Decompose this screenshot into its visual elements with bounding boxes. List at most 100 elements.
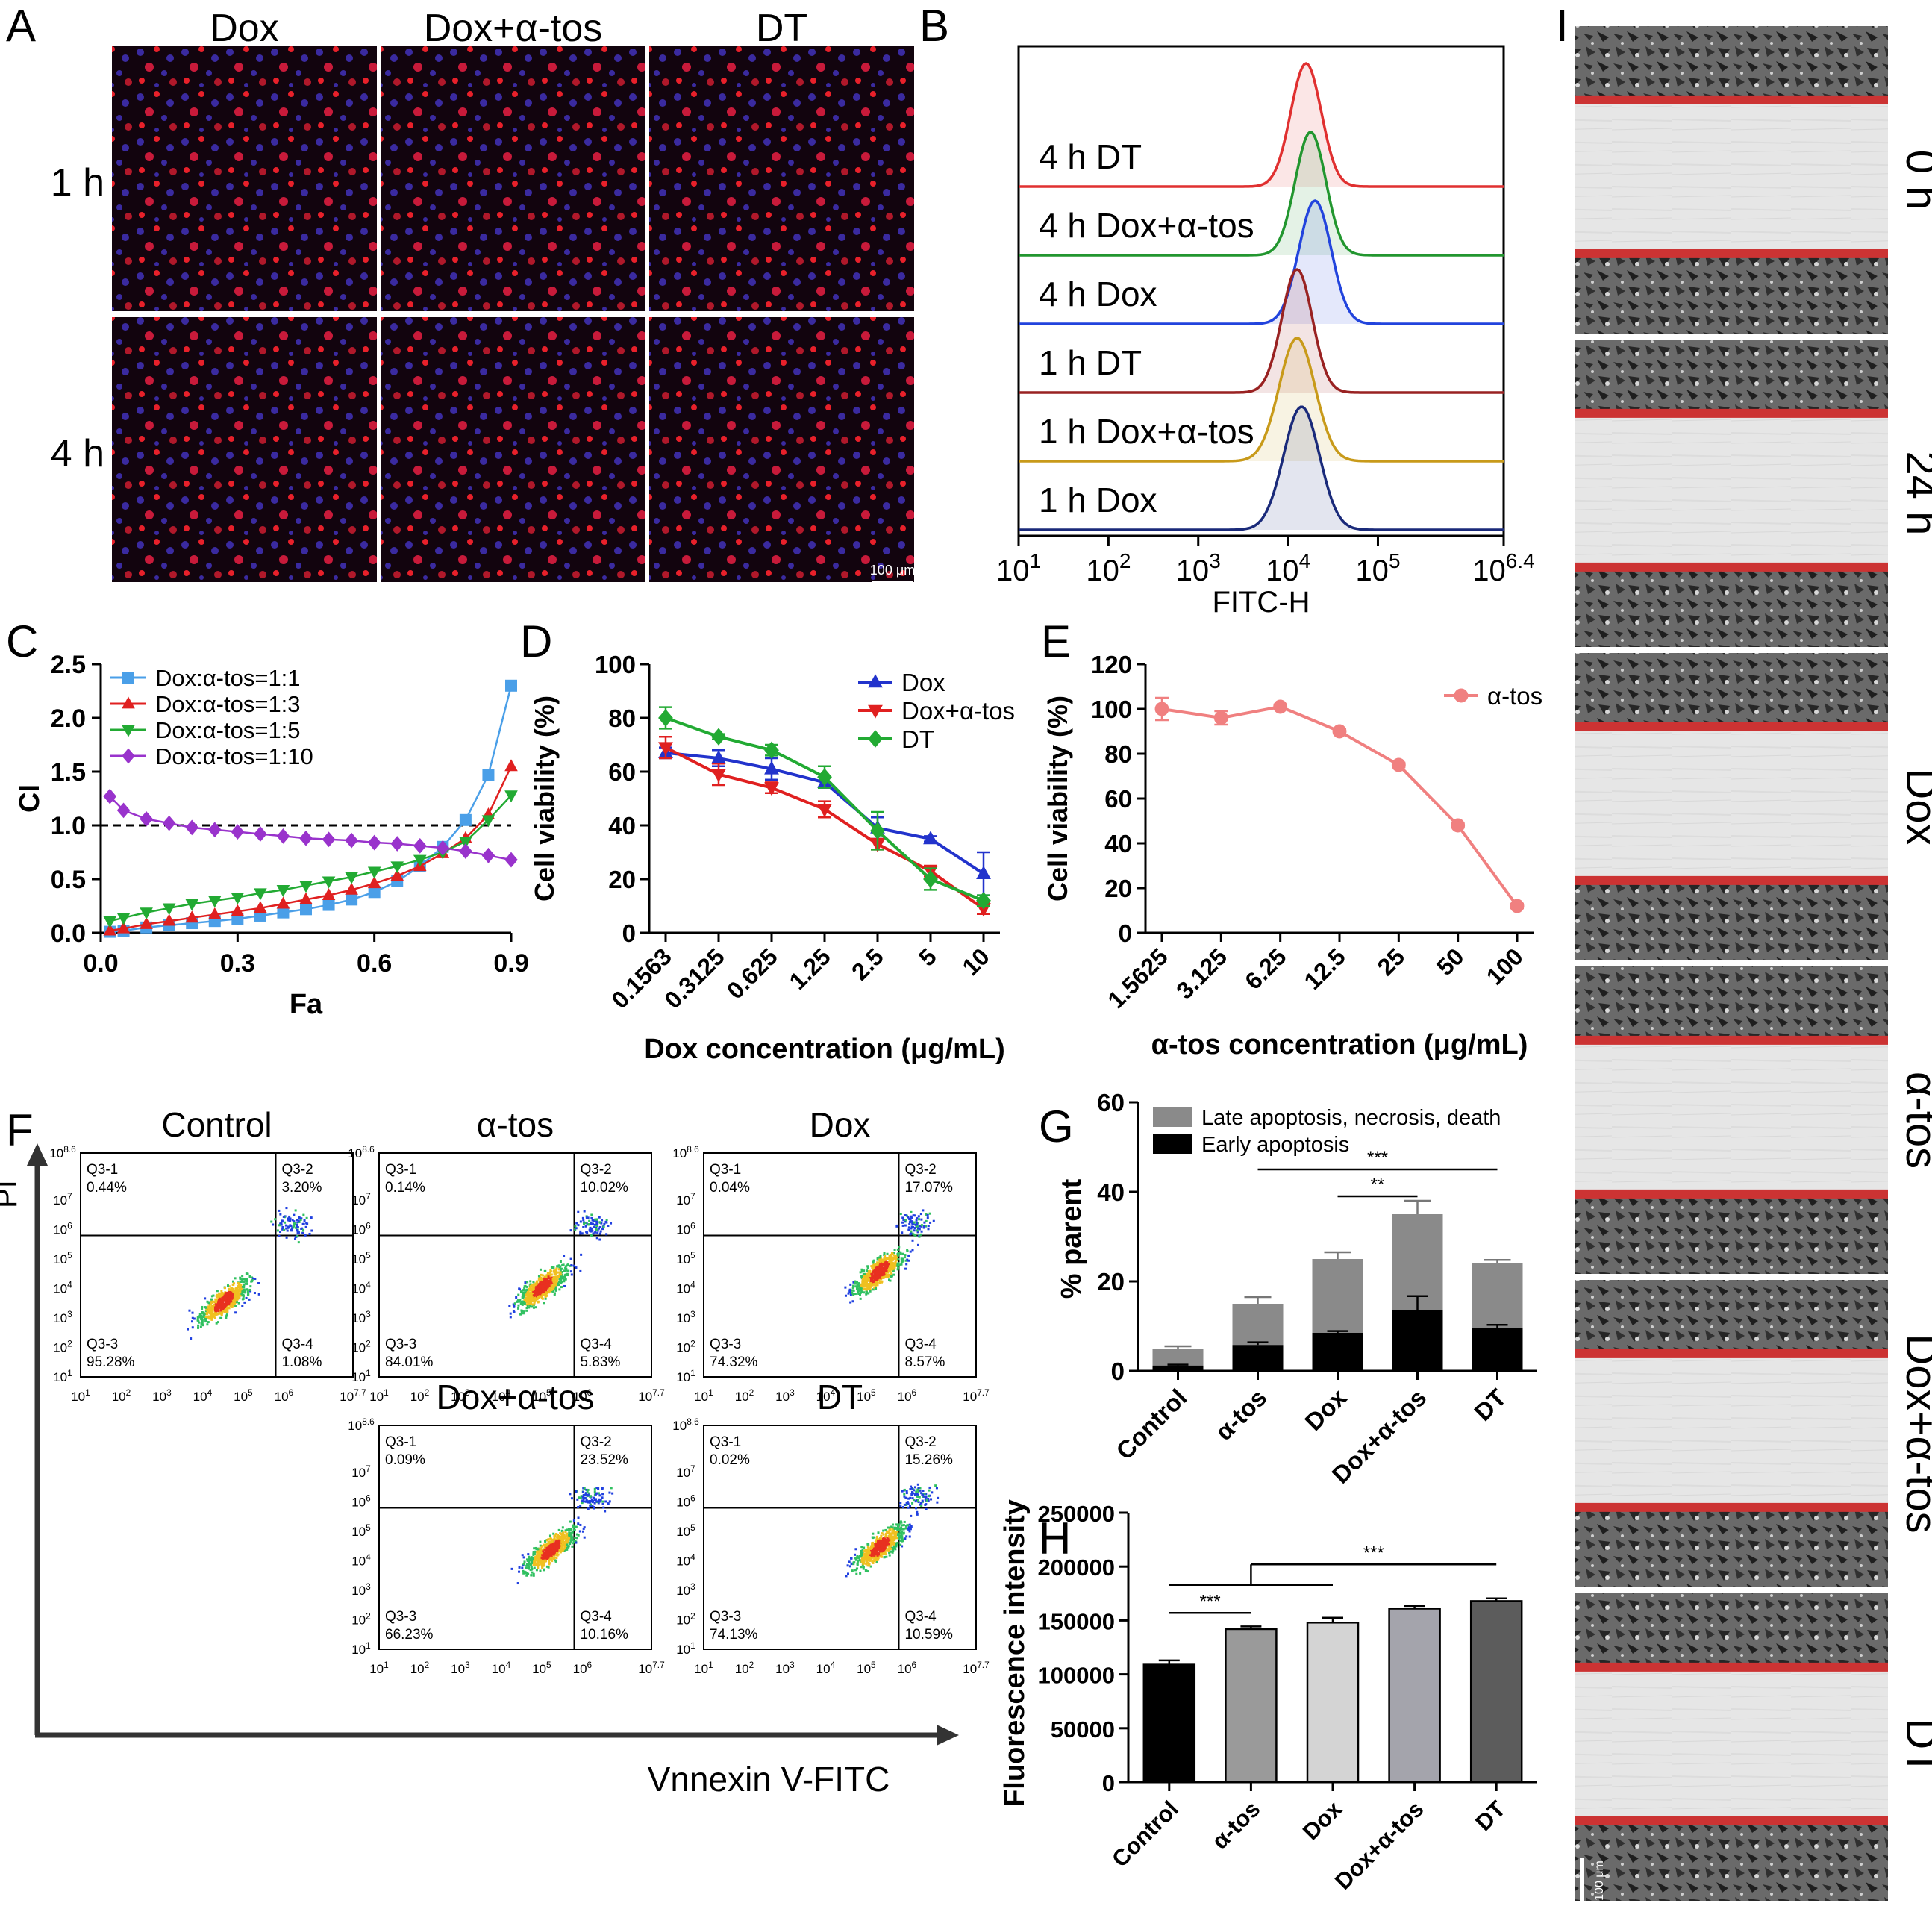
event-dot	[535, 1282, 538, 1285]
event-dot	[224, 1305, 227, 1307]
event-dot	[245, 1288, 248, 1291]
event-dot	[866, 1269, 869, 1272]
event-dot	[862, 1563, 865, 1566]
event-dot	[546, 1552, 549, 1555]
event-dot	[877, 1531, 880, 1534]
y-axis-label: PI	[0, 1180, 23, 1208]
event-dot	[595, 1228, 598, 1231]
event-dot	[867, 1274, 870, 1277]
event-dot	[928, 1212, 931, 1215]
event-dot	[872, 1532, 875, 1535]
event-dot	[583, 1222, 586, 1225]
y-tick-label: 103	[676, 1581, 695, 1598]
event-dot	[555, 1557, 558, 1560]
event-dot	[228, 1297, 231, 1300]
panel-letter: F	[6, 1105, 34, 1155]
event-dot	[537, 1564, 540, 1567]
data-point	[413, 854, 427, 867]
panel-letter: G	[1039, 1102, 1074, 1152]
event-dot	[597, 1487, 600, 1490]
event-dot	[890, 1260, 893, 1263]
event-dot	[237, 1283, 240, 1286]
event-dot	[601, 1500, 604, 1503]
event-dot	[525, 1297, 528, 1300]
event-dot	[300, 1217, 303, 1220]
x-tick-label: 106	[898, 1660, 917, 1676]
event-dot	[216, 1321, 219, 1324]
event-dot	[900, 1531, 903, 1534]
event-dot	[557, 1268, 560, 1271]
event-dot	[533, 1552, 536, 1555]
event-dot	[537, 1287, 540, 1290]
event-dot	[907, 1226, 910, 1229]
data-point	[116, 921, 131, 934]
y-tick-label: 108.6	[672, 1416, 699, 1433]
event-dot	[201, 1315, 204, 1318]
event-dot	[903, 1503, 906, 1506]
y-axis-label: Cell viability (%)	[529, 696, 560, 902]
confocal-image	[381, 317, 645, 582]
event-dot	[560, 1267, 563, 1270]
event-dot	[852, 1293, 855, 1296]
event-dot	[296, 1226, 299, 1229]
y-tick-label: 106	[676, 1493, 695, 1509]
event-dot	[221, 1297, 224, 1300]
event-dot	[593, 1223, 596, 1226]
scratch-edge-line	[1575, 875, 1888, 885]
event-dot	[916, 1513, 919, 1516]
event-dot	[872, 1267, 875, 1270]
event-dot	[885, 1549, 888, 1552]
legend-marker	[122, 748, 135, 764]
event-dot	[892, 1539, 895, 1542]
event-dot	[287, 1226, 290, 1229]
event-dot	[544, 1293, 547, 1296]
event-dot	[883, 1269, 886, 1272]
event-dot	[900, 1263, 903, 1266]
event-dot	[190, 1320, 193, 1323]
event-dot	[530, 1296, 533, 1299]
y-tick-label: 40	[608, 812, 636, 840]
event-dot	[862, 1288, 865, 1291]
event-dot	[563, 1534, 566, 1537]
event-dot	[856, 1281, 859, 1284]
event-dot	[863, 1278, 866, 1281]
event-dot	[902, 1528, 905, 1531]
event-dot	[888, 1551, 891, 1554]
event-dot	[526, 1292, 529, 1295]
event-dot	[549, 1550, 552, 1553]
event-dot	[860, 1559, 863, 1562]
event-dot	[240, 1288, 243, 1291]
event-dot	[574, 1536, 577, 1539]
event-dot	[534, 1550, 537, 1553]
event-dot	[232, 1287, 235, 1290]
event-dot	[529, 1283, 532, 1286]
event-dot	[892, 1252, 895, 1255]
panel-letter: A	[6, 1, 36, 51]
event-dot	[219, 1302, 222, 1305]
event-dot	[300, 1227, 303, 1230]
event-dot	[872, 1551, 875, 1554]
event-dot	[528, 1563, 531, 1566]
event-dot	[920, 1492, 923, 1495]
event-dot	[569, 1540, 572, 1543]
event-dot	[875, 1537, 878, 1540]
event-dot	[878, 1545, 881, 1548]
y-tick-label: 108.6	[348, 1144, 375, 1160]
event-dot	[900, 1539, 903, 1542]
data-point	[367, 876, 381, 889]
data-point	[185, 910, 199, 923]
event-dot	[867, 1550, 870, 1553]
event-dot	[885, 1534, 888, 1537]
scratch-label: 24 h	[1897, 452, 1932, 536]
data-point	[231, 893, 245, 905]
y-tick-label: 100	[595, 651, 636, 678]
event-dot	[593, 1507, 595, 1510]
event-dot	[878, 1275, 881, 1278]
event-dot	[859, 1572, 862, 1575]
event-dot	[876, 1545, 879, 1548]
event-dot	[892, 1531, 895, 1534]
event-dot	[885, 1544, 888, 1547]
event-dot	[899, 1528, 902, 1531]
y-tick-label: 102	[351, 1610, 371, 1627]
event-dot	[894, 1264, 897, 1267]
